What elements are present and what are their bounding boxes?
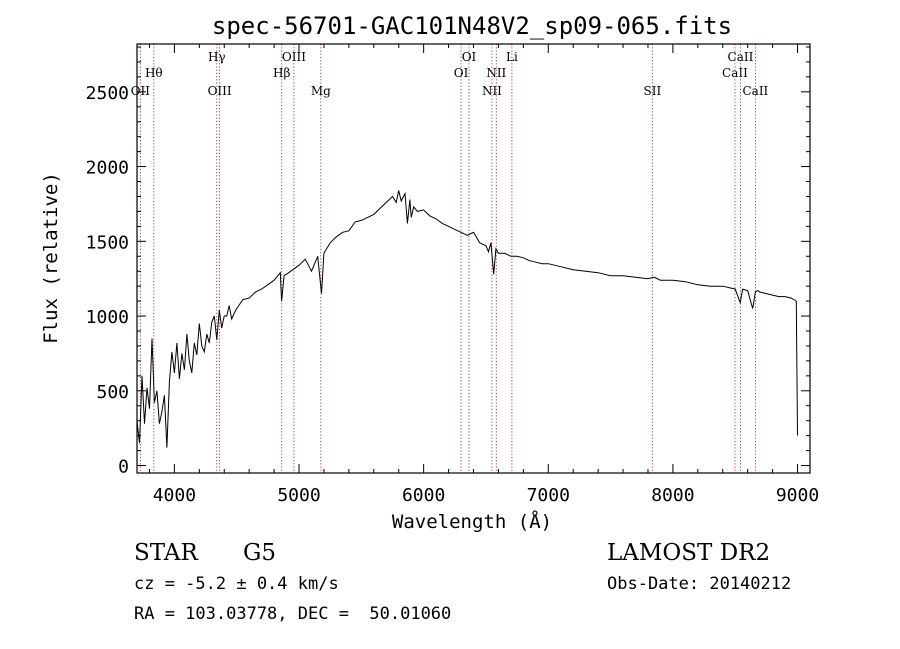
line-label-9: NII bbox=[482, 84, 502, 98]
line-label-15: CaII bbox=[742, 84, 768, 98]
y-tick-label-3: 1500 bbox=[86, 232, 129, 253]
chart-title: spec-56701-GAC101N48V2_sp09-065.fits bbox=[212, 12, 732, 40]
line-label-10: NII bbox=[486, 66, 506, 80]
y-axis-label: Flux (relative) bbox=[40, 172, 62, 344]
line-label-13: CaII bbox=[722, 66, 748, 80]
redshift-cz: cz = -5.2 ± 0.4 km/s bbox=[134, 574, 339, 594]
star-subclass: G5 bbox=[243, 540, 277, 566]
x-tick-label-5: 9000 bbox=[776, 485, 819, 506]
x-tick-label-3: 7000 bbox=[527, 485, 570, 506]
line-label-8: OI bbox=[462, 50, 477, 64]
x-tick-label-1: 5000 bbox=[277, 485, 320, 506]
line-label-0: OII bbox=[131, 84, 151, 98]
x-tick-label-2: 6000 bbox=[402, 485, 445, 506]
coordinates: RA = 103.03778, DEC = 50.01060 bbox=[134, 604, 452, 624]
x-tick-label-4: 8000 bbox=[651, 485, 694, 506]
line-label-7: OI bbox=[454, 66, 469, 80]
line-label-3: OIII bbox=[208, 84, 232, 98]
y-tick-label-4: 2000 bbox=[86, 158, 129, 179]
line-label-6: Mg bbox=[311, 84, 331, 98]
line-label-5: OIII bbox=[282, 50, 306, 64]
line-label-2: Hγ bbox=[208, 50, 226, 64]
spectrum-line-0 bbox=[136, 190, 798, 448]
plot-frame bbox=[136, 43, 811, 474]
spectrum-series bbox=[136, 190, 798, 448]
line-label-1: Hθ bbox=[145, 66, 163, 80]
y-tick-label-0: 0 bbox=[118, 457, 129, 478]
y-tick-label-5: 2500 bbox=[86, 83, 129, 104]
y-tick-label-2: 1000 bbox=[86, 307, 129, 328]
line-label-11: Li bbox=[506, 50, 518, 64]
line-label-14: CaII bbox=[728, 50, 754, 64]
y-tick-label-1: 500 bbox=[96, 382, 129, 403]
emission-line-markers: OIIHθHγOIIIHβOIIIMgOIOINIINIILiSIICaIICa… bbox=[131, 44, 769, 473]
x-tick-label-0: 4000 bbox=[153, 485, 196, 506]
survey-name: LAMOST DR2 bbox=[607, 540, 771, 566]
line-label-12: SII bbox=[643, 84, 661, 98]
axes: 4000 5000 6000 7000 8000 9000 0 500 1000 1500 2000… bbox=[86, 44, 819, 506]
x-axis-label: Wavelength (Å) bbox=[392, 510, 552, 533]
observation-date: Obs-Date: 20140212 bbox=[607, 574, 792, 594]
star-class: STAR bbox=[134, 540, 198, 566]
line-label-4: Hβ bbox=[273, 66, 290, 80]
